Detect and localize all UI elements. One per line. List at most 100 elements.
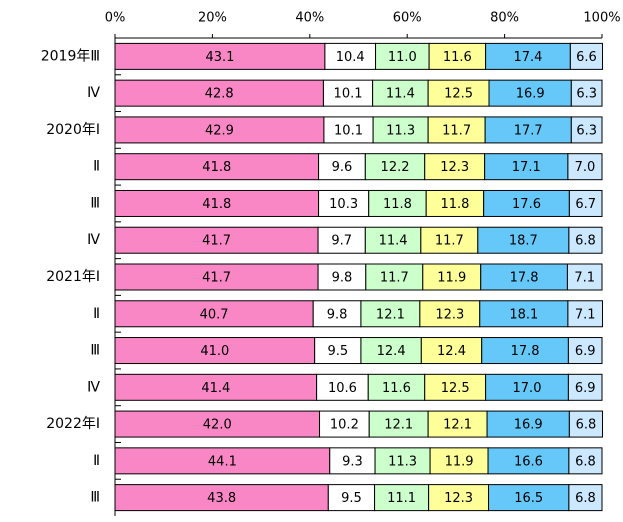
value-label: 11.8 xyxy=(383,197,412,212)
value-label: 17.4 xyxy=(513,50,542,65)
value-label: 7.0 xyxy=(575,160,596,175)
value-label: 6.8 xyxy=(575,234,596,249)
value-label: 12.4 xyxy=(377,344,406,359)
value-label: 12.5 xyxy=(441,381,470,396)
value-label: 6.3 xyxy=(576,87,597,102)
bar-segment xyxy=(567,153,603,181)
value-label: 9.7 xyxy=(331,234,352,249)
x-tick-label: 40% xyxy=(295,11,324,26)
bar-segment xyxy=(372,79,429,107)
bar-segment xyxy=(566,263,603,291)
value-label: 6.8 xyxy=(575,454,596,469)
bar-segment xyxy=(568,189,603,217)
category-label: Ⅱ xyxy=(93,453,100,469)
value-label: 12.2 xyxy=(381,160,410,175)
value-label: 41.7 xyxy=(202,234,231,249)
value-label: 17.6 xyxy=(512,197,541,212)
bar-segment xyxy=(114,263,319,291)
value-label: 11.1 xyxy=(387,491,416,506)
bar-segment xyxy=(114,337,316,365)
category-label: Ⅱ xyxy=(93,306,100,322)
category-label: Ⅲ xyxy=(90,343,100,359)
value-label: 12.5 xyxy=(444,87,473,102)
category-label: Ⅲ xyxy=(90,490,100,506)
bar-segment xyxy=(570,79,603,107)
value-label: 10.6 xyxy=(328,381,357,396)
value-label: 12.1 xyxy=(384,418,413,433)
value-label: 42.9 xyxy=(205,123,234,138)
value-label: 11.9 xyxy=(437,271,466,286)
bar-segment xyxy=(427,79,490,107)
bar-segment xyxy=(424,373,487,401)
bar-segment xyxy=(484,153,569,181)
category-label: 2022年Ⅰ xyxy=(46,416,100,432)
value-label: 11.6 xyxy=(382,381,411,396)
value-label: 6.8 xyxy=(575,491,596,506)
value-label: 16.6 xyxy=(514,454,543,469)
value-label: 7.1 xyxy=(575,307,596,322)
bar-segment xyxy=(568,226,603,254)
value-label: 44.1 xyxy=(208,454,237,469)
value-label: 16.5 xyxy=(514,491,543,506)
bar-segment xyxy=(567,373,603,401)
x-tick-label: 0% xyxy=(105,11,126,26)
bar-segment xyxy=(568,447,603,475)
bar-segment xyxy=(481,337,569,365)
value-label: 17.7 xyxy=(514,123,543,138)
value-label: 16.9 xyxy=(516,87,545,102)
bar-segment xyxy=(318,189,370,217)
value-label: 9.3 xyxy=(342,454,363,469)
value-label: 11.9 xyxy=(445,454,474,469)
bar-segment xyxy=(429,447,489,475)
bar-segment xyxy=(486,410,570,438)
value-label: 17.1 xyxy=(512,160,541,175)
bar-segment xyxy=(114,79,324,107)
bar-segment xyxy=(317,226,366,254)
value-label: 43.1 xyxy=(205,50,234,65)
x-tick-label: 60% xyxy=(393,11,422,26)
bar-segment xyxy=(567,337,603,365)
bar-segment xyxy=(368,189,427,217)
bar-segment xyxy=(372,116,429,144)
bar-segment xyxy=(360,337,422,365)
bar-segment xyxy=(114,153,320,181)
value-label: 11.3 xyxy=(388,454,417,469)
bar-segment xyxy=(488,79,572,107)
bar-segment xyxy=(427,116,486,144)
value-label: 18.7 xyxy=(509,234,538,249)
bar-segment xyxy=(479,300,569,328)
value-label: 11.0 xyxy=(388,50,417,65)
value-label: 11.3 xyxy=(386,123,415,138)
bar-segment xyxy=(364,153,426,181)
value-label: 12.3 xyxy=(440,160,469,175)
bar-segment xyxy=(319,410,370,438)
bar-segment xyxy=(360,300,421,328)
bar-segment xyxy=(570,116,603,144)
category-label: Ⅳ xyxy=(87,232,100,248)
bar-segment xyxy=(568,484,603,512)
value-label: 11.7 xyxy=(435,234,464,249)
value-label: 41.4 xyxy=(201,381,230,396)
x-tick-label: 20% xyxy=(198,11,227,26)
value-label: 9.8 xyxy=(327,307,348,322)
value-label: 10.4 xyxy=(336,50,365,65)
value-label: 9.5 xyxy=(327,344,348,359)
value-label: 11.6 xyxy=(443,50,472,65)
value-label: 17.8 xyxy=(511,344,540,359)
value-label: 11.8 xyxy=(440,197,469,212)
bar-segment xyxy=(114,373,318,401)
value-label: 12.1 xyxy=(443,418,472,433)
value-label: 9.6 xyxy=(332,160,353,175)
value-label: 17.8 xyxy=(510,271,539,286)
category-label: Ⅳ xyxy=(87,85,100,101)
bar-segment xyxy=(114,226,319,254)
value-label: 10.1 xyxy=(334,87,363,102)
bar-segment xyxy=(368,410,429,438)
bar-segment xyxy=(114,447,331,475)
category-label: 2019年Ⅲ xyxy=(41,48,100,64)
bar-segment xyxy=(114,116,325,144)
value-label: 40.7 xyxy=(200,307,229,322)
bar-segment xyxy=(424,153,486,181)
value-label: 9.5 xyxy=(341,491,362,506)
bar-segment xyxy=(324,42,377,70)
